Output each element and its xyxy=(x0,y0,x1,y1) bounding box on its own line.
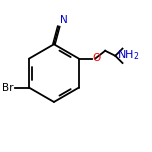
Text: Br: Br xyxy=(2,83,14,93)
Text: NH$_2$: NH$_2$ xyxy=(117,49,140,62)
Text: O: O xyxy=(93,53,101,63)
Text: N: N xyxy=(60,15,68,25)
